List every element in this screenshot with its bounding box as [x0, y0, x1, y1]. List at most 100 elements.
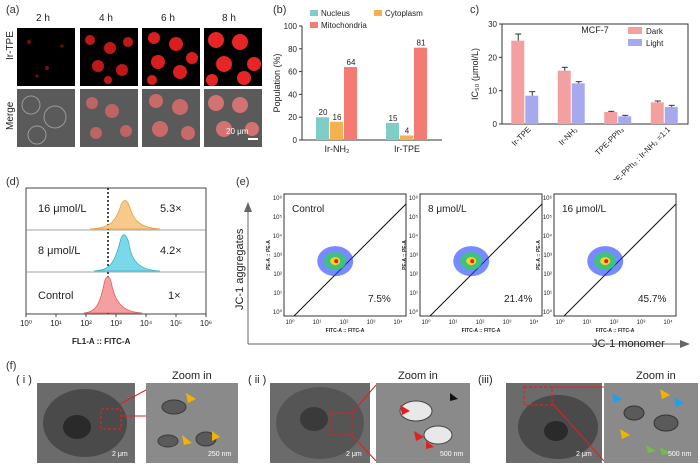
b-ytick-label: 100	[284, 22, 298, 31]
panel-e-label: (e)	[236, 176, 250, 188]
zoom-connector-ii	[351, 384, 377, 462]
b-data-label: 4	[405, 126, 410, 135]
d-xtick-label: 10⁶	[200, 319, 212, 328]
b-ytick-label: 0	[293, 136, 298, 145]
d-fold-control: 1×	[168, 290, 181, 302]
tem-sb-zoom-ii: 500 nm	[440, 451, 464, 458]
d-xlabel: FL1-A :: FITC-A	[72, 337, 131, 346]
tem-zoom-ii	[376, 383, 470, 463]
flow-ytick-label: 10⁴	[273, 233, 283, 240]
b-xtick-label: Ir-NH₂	[325, 144, 350, 154]
flow-inner-ylabel: PE-A :: PE-A	[402, 240, 408, 270]
d-row-label-control: Control	[38, 290, 74, 302]
c-xtick-label: TPE-PPh₃	[593, 125, 625, 157]
f-sub-ii-label: ( ii )	[248, 374, 267, 386]
b-ytick-label: 20	[288, 113, 297, 122]
flow-xtick-label: 10⁴	[663, 319, 673, 326]
flow-ytick-label: 10²	[273, 272, 282, 278]
c-bar	[525, 95, 539, 124]
flow-xtick-label: 10⁰	[555, 319, 565, 326]
f-zoom-label-i: Zoom in	[172, 370, 212, 382]
flow-ytick-label: 10⁵	[543, 214, 553, 221]
c-ylabel: IC₅₀ (μmol/L)	[470, 48, 480, 100]
flow-inner-ylabel: PE-A :: PE-A	[536, 240, 542, 270]
c-title: MCF-7	[581, 25, 609, 35]
b-bar	[344, 67, 357, 140]
flow-xtick-label: 10⁴	[393, 319, 403, 326]
c-legend-label: Light	[646, 39, 664, 48]
flow-plot-name: 8 μmol/L	[428, 204, 467, 215]
b-bar	[414, 47, 427, 140]
d-xtick-label: 10¹	[50, 319, 62, 328]
flow-xtick-label: 10¹	[583, 320, 592, 326]
tem-main-iii	[506, 383, 602, 463]
time-label-2: 6 h	[161, 13, 175, 24]
panel-a-label: (a)	[6, 4, 20, 16]
b-data-label: 15	[389, 114, 398, 123]
d-fold-8: 4.2×	[160, 245, 182, 257]
flow-cloud-peak	[470, 259, 475, 264]
flow-xtick-label: 10¹	[449, 320, 458, 326]
flow-xtick-label: 10²	[340, 320, 349, 326]
panel-f-label: (f)	[6, 360, 17, 372]
flow-cloud-peak	[604, 259, 609, 264]
flow-ytick-label: 10³	[543, 253, 552, 259]
b-data-label: 64	[347, 58, 356, 67]
flow-inner-xlabel: FITC-A :: FITC-A	[596, 328, 635, 334]
c-ytick-label: 20	[488, 53, 497, 62]
b-data-label: 20	[319, 108, 328, 117]
flow-ytick-label: 10⁰	[543, 309, 553, 316]
flow-ytick-label: 10¹	[543, 291, 552, 297]
panel-d-label: (d)	[6, 176, 20, 188]
flow-ytick-label: 10⁴	[409, 233, 419, 240]
b-legend-swatch	[310, 10, 318, 16]
f-sub-i-label: ( i )	[16, 374, 32, 386]
tem-zoom-iii	[604, 383, 698, 463]
c-bar	[604, 112, 618, 124]
c-xtick-label: Ir-NH₂	[557, 125, 579, 147]
c-bar	[571, 83, 585, 124]
flow-plot-pct: 45.7%	[638, 294, 666, 305]
image-merge-2h	[17, 89, 75, 147]
flow-xtick-label: 10³	[367, 320, 376, 326]
zoom-connector-iii	[551, 386, 605, 462]
flow-ytick-label: 10⁶	[543, 195, 553, 202]
e-xlabel: JC-1 monomer	[592, 338, 665, 350]
time-label-3: 8 h	[222, 13, 236, 24]
c-bar	[618, 116, 632, 124]
flow-ytick-label: 10⁰	[273, 309, 283, 316]
tem-sb-zoom-i: 250 nm	[208, 451, 232, 458]
c-ytick-label: 0	[493, 120, 498, 129]
d-xtick-label: 10⁰	[20, 319, 32, 328]
b-legend-label: Nucleus	[321, 10, 350, 18]
tem-main-i	[37, 383, 135, 463]
image-merge-6h	[142, 89, 200, 147]
f-zoom-label-iii: Zoom in	[636, 370, 676, 382]
flow-ytick-label: 10³	[409, 253, 418, 259]
flow-plot-name: Control	[292, 204, 324, 215]
flow-plot-pct: 7.5%	[368, 294, 391, 305]
flow-ytick-label: 10⁰	[409, 309, 419, 316]
c-legend-swatch	[628, 27, 642, 34]
tem-zoom-i	[146, 383, 238, 463]
chart-b: 0 20 40 60 80 100 Population (%) 20 16 64 Ir-NH₂ 15…	[272, 10, 442, 154]
flow-ytick-label: 10³	[273, 253, 282, 259]
flow-ytick-label: 10²	[409, 272, 418, 278]
image-merge-8h	[204, 89, 262, 147]
c-legend-swatch	[628, 39, 642, 46]
tem-sb-main-ii: 2 μm	[346, 451, 362, 458]
flow-ytick-label: 10⁶	[273, 195, 283, 202]
flow-ytick-label: 10¹	[273, 291, 282, 297]
flow-plot-pct: 21.4%	[504, 294, 532, 305]
row-label-irtpe: Ir-TPE	[5, 31, 16, 60]
tem-sb-main-iii: 2 μm	[576, 451, 592, 458]
b-legend-label: Mitochondria	[321, 21, 367, 30]
c-frame	[501, 23, 689, 125]
b-ytick-label: 60	[288, 68, 297, 77]
d-fold-16: 5.3×	[160, 203, 182, 215]
b-bar	[386, 122, 399, 140]
tem-sb-main-i: 2 μm	[112, 451, 128, 458]
b-ytick-label: 40	[288, 90, 297, 99]
time-label-1: 4 h	[99, 13, 113, 24]
panel-b-label: (b)	[273, 4, 287, 16]
